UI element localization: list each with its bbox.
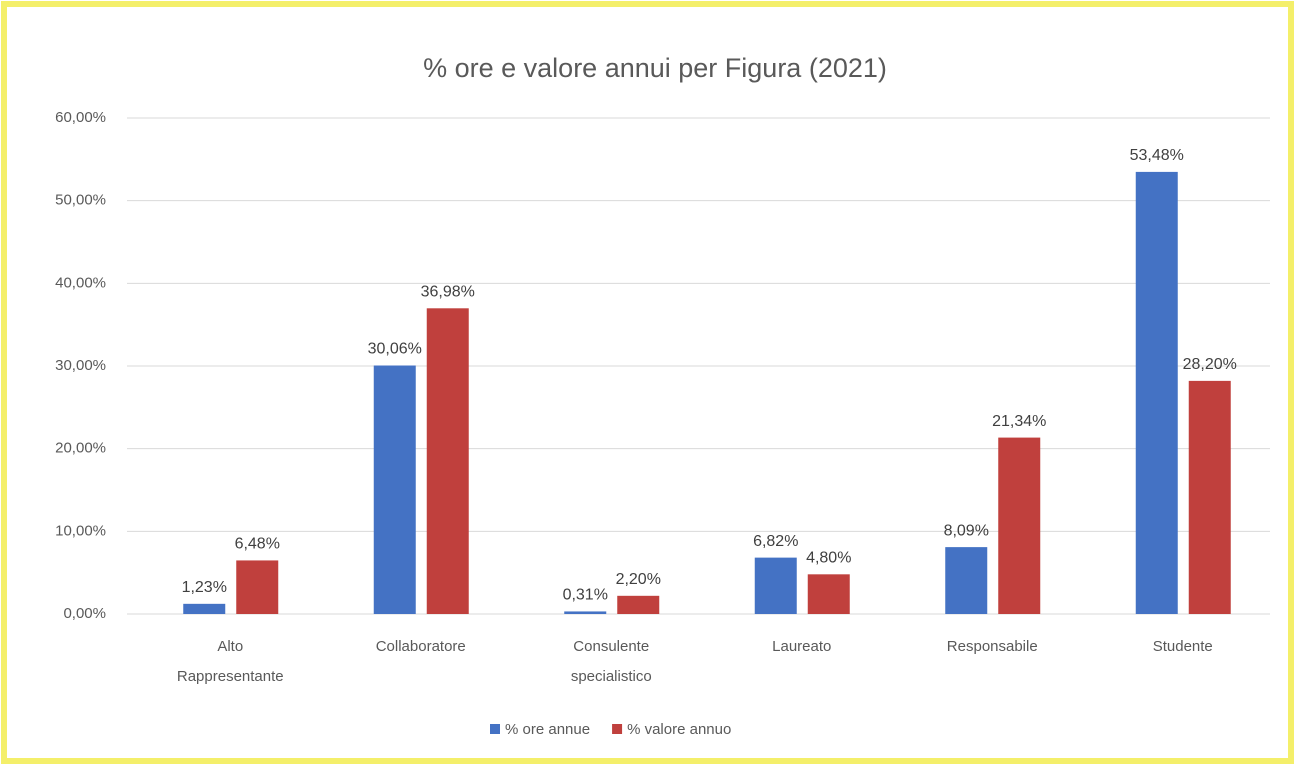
x-tick-line: Studente bbox=[1153, 638, 1213, 655]
bar bbox=[1135, 171, 1178, 614]
x-tick-line: Laureato bbox=[772, 638, 831, 655]
y-tick-label: 60,00% bbox=[55, 109, 106, 126]
legend-label: % ore annue bbox=[505, 721, 590, 738]
x-tick-label: Responsabile bbox=[947, 638, 1038, 655]
y-tick-label: 20,00% bbox=[55, 440, 106, 457]
bar bbox=[183, 603, 226, 614]
y-tick-label: 10,00% bbox=[55, 522, 106, 539]
data-label: 28,20% bbox=[1183, 356, 1237, 373]
y-tick-label: 40,00% bbox=[55, 274, 106, 291]
data-label: 36,98% bbox=[421, 284, 475, 301]
y-tick-label: 50,00% bbox=[55, 192, 106, 209]
x-tick-label: Studente bbox=[1153, 638, 1213, 655]
legend-swatch bbox=[612, 724, 623, 734]
bar bbox=[236, 560, 279, 614]
x-tick-line: specialistico bbox=[571, 668, 652, 685]
data-label: 0,31% bbox=[563, 587, 608, 604]
x-tick-label: Consulente specialistico bbox=[571, 638, 652, 685]
x-tick-label: Laureato bbox=[772, 638, 831, 655]
x-tick-label: Collaboratore bbox=[376, 638, 466, 655]
data-label: 2,20% bbox=[616, 571, 661, 588]
bar bbox=[807, 574, 850, 614]
y-tick-label: 0,00% bbox=[63, 605, 106, 622]
x-tick-line: Alto bbox=[217, 638, 243, 655]
legend-label: % valore annuo bbox=[627, 721, 731, 738]
bar bbox=[754, 557, 797, 614]
legend-swatch bbox=[490, 724, 500, 734]
data-label: 8,09% bbox=[944, 522, 989, 539]
bar bbox=[373, 365, 416, 614]
x-tick-label: Alto Rappresentante bbox=[177, 638, 284, 685]
data-label: 4,80% bbox=[806, 550, 851, 567]
bar bbox=[426, 308, 469, 614]
bar bbox=[945, 547, 988, 614]
data-label: 1,23% bbox=[182, 579, 227, 596]
data-label: 53,48% bbox=[1130, 147, 1184, 164]
x-tick-line: Responsabile bbox=[947, 638, 1038, 655]
x-tick-line: Consulente bbox=[573, 638, 649, 655]
bar bbox=[564, 611, 607, 614]
chart-title: % ore e valore annui per Figura (2021) bbox=[423, 53, 887, 83]
bar bbox=[1188, 380, 1231, 614]
y-tick-label: 30,00% bbox=[55, 357, 106, 374]
data-label: 30,06% bbox=[368, 341, 422, 358]
bar bbox=[617, 595, 660, 614]
x-tick-line: Collaboratore bbox=[376, 638, 466, 655]
x-tick-line: Rappresentante bbox=[177, 668, 284, 685]
bar bbox=[998, 437, 1041, 614]
data-label: 6,82% bbox=[753, 533, 798, 550]
data-label: 6,48% bbox=[235, 536, 280, 553]
data-label: 21,34% bbox=[992, 413, 1046, 430]
